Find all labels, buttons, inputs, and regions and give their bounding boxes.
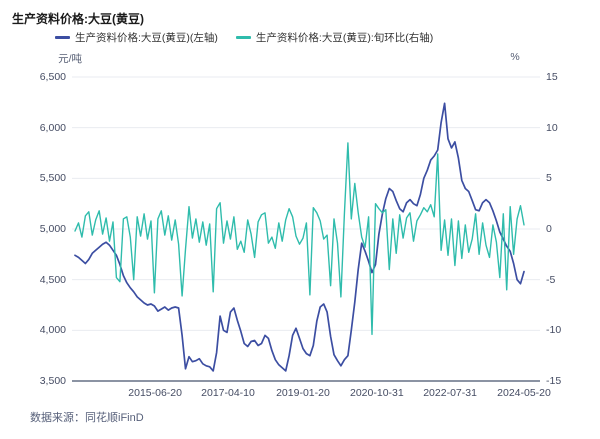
right-axis-tick: 0 <box>546 223 552 235</box>
pct-series-line <box>74 142 525 336</box>
right-axis-tick: 5 <box>546 172 552 185</box>
x-axis-tick: 2019-01-20 <box>276 387 330 399</box>
left-axis-tick: 4,500 <box>39 273 66 286</box>
x-axis-tick: 2020-10-31 <box>350 387 404 399</box>
right-axis-unit: % <box>510 51 520 63</box>
x-axis-tick: 2017-04-10 <box>201 387 255 399</box>
left-axis-tick: 5,000 <box>39 223 66 235</box>
right-axis-tick: -5 <box>546 273 556 286</box>
right-axis-tick: 15 <box>546 71 558 83</box>
left-axis-tick: 6,500 <box>39 71 66 83</box>
x-axis-tick: 2024-05-20 <box>497 387 551 399</box>
legend-item-pct[interactable]: 生产资料价格:大豆(黄豆):旬环比(右轴) <box>235 30 434 45</box>
x-axis-tick: 2015-06-20 <box>128 387 182 399</box>
pct-series-line-icon <box>235 36 251 39</box>
right-axis-tick: -10 <box>546 324 562 337</box>
left-axis-tick: 4,000 <box>39 324 66 337</box>
price-series-line <box>74 102 525 372</box>
chart-title: 生产资料价格:大豆(黄豆) <box>12 12 144 26</box>
left-axis-tick: 5,500 <box>39 172 66 185</box>
left-axis-tick: 3,500 <box>39 375 66 387</box>
left-axis-tick: 6,000 <box>39 121 66 134</box>
legend: 生产资料价格:大豆(黄豆)(左轴) 生产资料价格:大豆(黄豆):旬环比(右轴) <box>55 30 433 45</box>
legend-label-price: 生产资料价格:大豆(黄豆)(左轴) <box>75 32 218 44</box>
legend-label-pct: 生产资料价格:大豆(黄豆):旬环比(右轴) <box>255 32 434 44</box>
left-axis-unit: 元/吨 <box>58 53 82 65</box>
x-axis-tick: 2022-07-31 <box>423 387 477 399</box>
right-axis-tick: -15 <box>546 375 562 387</box>
legend-item-price[interactable]: 生产资料价格:大豆(黄豆)(左轴) <box>55 30 218 45</box>
plot-area <box>72 76 540 382</box>
right-axis-tick: 10 <box>546 121 558 134</box>
data-source: 数据来源：同花顺iFinD <box>30 412 144 424</box>
price-series-line-icon <box>55 36 70 39</box>
